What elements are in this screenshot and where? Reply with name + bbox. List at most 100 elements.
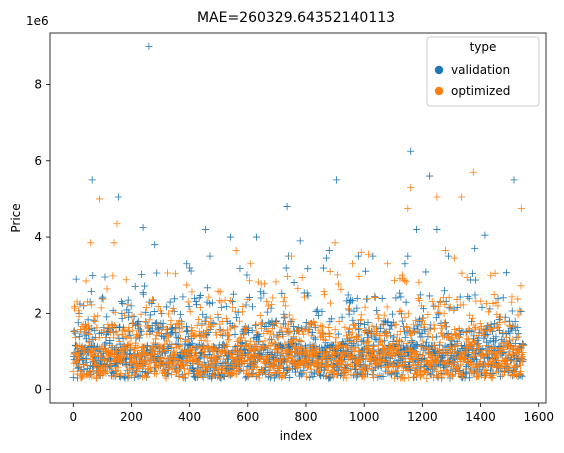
scatter-point-optimized	[266, 335, 274, 343]
scatter-point-optimized	[131, 345, 139, 353]
scatter-point-optimized	[285, 364, 293, 372]
scatter-point-optimized	[279, 298, 287, 306]
scatter-point-optimized	[511, 342, 519, 350]
scatter-point-validation	[177, 310, 185, 319]
scatter-point-optimized	[258, 367, 266, 375]
scatter-point-validation	[370, 341, 378, 349]
scatter-point-optimized	[312, 344, 320, 352]
scatter-point-optimized	[297, 350, 305, 359]
scatter-point-optimized	[394, 359, 402, 367]
scatter-point-optimized	[264, 356, 272, 364]
scatter-point-optimized	[110, 239, 118, 247]
scatter-point-validation	[432, 314, 440, 322]
scatter-point-optimized	[137, 310, 145, 318]
scatter-point-optimized	[178, 324, 186, 332]
scatter-point-validation	[350, 307, 358, 315]
scatter-point-optimized	[97, 356, 106, 364]
scatter-point-optimized	[257, 320, 265, 328]
scatter-point-optimized	[152, 335, 160, 343]
scatter-point-optimized	[318, 323, 327, 331]
scatter-point-optimized	[208, 372, 216, 380]
scatter-point-optimized	[284, 320, 293, 328]
scatter-point-optimized	[397, 338, 406, 346]
scatter-point-validation	[234, 308, 242, 316]
scatter-point-optimized	[113, 220, 121, 228]
scatter-point-validation	[412, 340, 420, 348]
scatter-point-optimized	[519, 357, 527, 365]
scatter-point-validation	[183, 260, 191, 268]
scatter-point-validation	[313, 306, 321, 314]
scatter-point-optimized	[458, 269, 466, 277]
scatter-point-optimized	[408, 338, 416, 346]
scatter-point-optimized	[344, 305, 353, 313]
scatter-point-optimized	[134, 332, 142, 340]
legend-box	[426, 36, 540, 107]
scatter-point-validation	[471, 244, 479, 253]
scatter-point-optimized	[226, 350, 234, 358]
scatter-point-validation	[369, 252, 377, 260]
scatter-point-validation	[318, 308, 326, 316]
scatter-point-validation	[465, 374, 474, 382]
scatter-point-optimized	[466, 340, 474, 349]
scatter-point-optimized	[361, 373, 369, 381]
scatter-point-validation	[262, 322, 270, 331]
scatter-point-optimized	[92, 373, 101, 381]
scatter-point-optimized	[461, 365, 470, 373]
scatter-point-optimized	[372, 325, 380, 333]
scatter-point-optimized	[175, 372, 183, 381]
scatter-point-optimized	[263, 328, 271, 336]
scatter-point-optimized	[491, 352, 499, 360]
scatter-point-validation	[202, 225, 210, 234]
scatter-point-optimized	[435, 347, 443, 355]
scatter-point-optimized	[210, 320, 218, 328]
scatter-point-validation	[183, 327, 191, 336]
scatter-point-validation	[117, 298, 126, 306]
scatter-point-optimized	[451, 331, 459, 340]
scatter-point-optimized	[294, 361, 303, 369]
scatter-point-optimized	[469, 369, 477, 377]
scatter-point-optimized	[347, 371, 355, 379]
scatter-point-optimized	[514, 333, 522, 341]
scatter-point-validation	[376, 324, 385, 333]
scatter-point-optimized	[364, 337, 373, 345]
scatter-point-optimized	[433, 352, 442, 360]
scatter-point-optimized	[223, 342, 231, 351]
scatter-point-optimized	[427, 351, 435, 359]
scatter-point-optimized	[424, 310, 432, 319]
scatter-point-optimized	[477, 323, 486, 331]
scatter-point-optimized	[70, 327, 78, 335]
scatter-point-validation	[278, 289, 286, 297]
scatter-point-optimized	[109, 272, 117, 280]
scatter-point-validation	[404, 252, 412, 260]
scatter-point-optimized	[95, 334, 103, 342]
scatter-point-validation	[280, 314, 288, 322]
scatter-point-validation	[386, 325, 394, 333]
scatter-point-optimized	[97, 304, 105, 312]
scatter-point-optimized	[482, 300, 490, 308]
scatter-point-optimized	[130, 347, 138, 355]
scatter-point-optimized	[353, 332, 361, 340]
scatter-point-optimized	[161, 369, 170, 377]
scatter-point-optimized	[291, 342, 300, 350]
scatter-point-optimized	[400, 374, 408, 383]
scatter-point-optimized	[95, 195, 104, 203]
scatter-point-optimized	[307, 365, 315, 373]
scatter-point-optimized	[209, 363, 218, 371]
scatter-point-optimized	[385, 363, 393, 371]
scatter-point-optimized	[344, 362, 352, 370]
scatter-point-optimized	[169, 304, 177, 312]
scatter-point-optimized	[356, 324, 364, 332]
scatter-point-validation	[226, 233, 234, 241]
scatter-point-validation	[248, 326, 256, 335]
scatter-point-optimized	[458, 193, 466, 201]
scatter-point-optimized	[113, 366, 121, 374]
scatter-point-optimized	[203, 327, 211, 335]
scatter-point-validation	[249, 369, 257, 377]
scatter-point-validation	[130, 313, 138, 321]
scatter-point-validation	[205, 350, 213, 359]
scatter-point-optimized	[459, 371, 467, 379]
y-tick-label: 4	[34, 230, 42, 244]
scatter-point-validation	[364, 318, 372, 327]
scatter-point-optimized	[287, 337, 295, 345]
scatter-point-validation	[384, 318, 392, 326]
